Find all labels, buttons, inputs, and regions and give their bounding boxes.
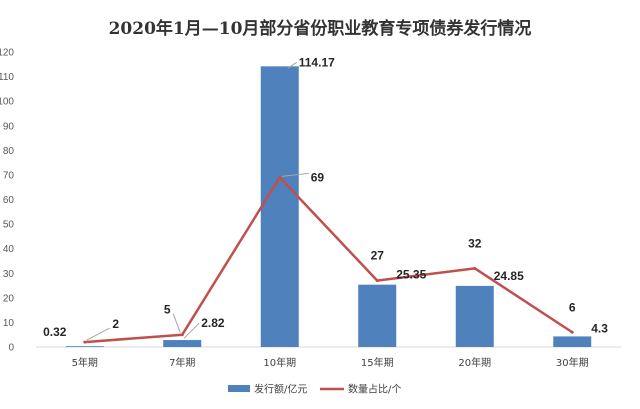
y-tick-label-4: 40 [3, 244, 15, 255]
line-label-leader-0 [86, 327, 110, 341]
axis-layer: 0 10 20 30 40 50 60 70 80 90 100 110 120 5年期 7年期 10年期 15… [0, 48, 621, 369]
legend-label-line: 数量占比/个 [348, 383, 401, 396]
line-point-0 [83, 340, 87, 344]
y-tick-label-2: 20 [3, 293, 15, 304]
line-point-4 [473, 266, 477, 270]
line-data-label-5: 6 [569, 300, 576, 314]
label-layer: 0.32 2.82 114.17 25.35 24.85 4.3 2 5 69 27 32 6 [43, 55, 608, 341]
bar-4 [455, 285, 494, 347]
bar-label-leader-1 [183, 322, 200, 339]
chart-title: 2020年1月—10月部分省份职业教育专项债券发行情况 [108, 19, 532, 39]
line-data-label-0: 2 [112, 317, 119, 331]
x-tick-label-3: 15年期 [361, 356, 394, 369]
bar-data-label-1: 2.82 [201, 316, 225, 330]
x-tick-label-1: 7年期 [169, 356, 195, 369]
x-tick-label-0: 5年期 [72, 356, 98, 369]
y-tick-label-8: 80 [3, 146, 15, 157]
x-tick-label-4: 20年期 [458, 356, 491, 369]
line-label-leader-1 [172, 313, 181, 333]
bar-0 [65, 346, 104, 348]
bar-data-label-3: 25.35 [396, 268, 426, 282]
bar-label-leader-2 [287, 61, 298, 69]
bar-data-label-2: 114.17 [299, 55, 335, 69]
bar-2 [260, 66, 299, 347]
line-data-label-4: 32 [468, 236, 482, 250]
y-tick-label-11: 110 [0, 72, 14, 83]
bar-layer [65, 66, 592, 348]
bar-data-label-5: 4.3 [591, 321, 608, 335]
legend-swatch-bar [228, 385, 250, 392]
line-series-path [84, 176, 573, 344]
y-tick-label-10: 100 [0, 97, 14, 108]
legend-layer: 发行额/亿元 数量占比/个 [228, 383, 401, 396]
x-tick-label-2: 10年期 [263, 356, 296, 369]
x-tick-label-5: 30年期 [556, 356, 589, 369]
line-point-1 [180, 333, 184, 337]
line-data-label-1: 5 [164, 303, 171, 317]
line-data-label-2: 69 [311, 170, 325, 184]
bar-data-label-4: 24.85 [494, 269, 524, 283]
y-tick-label-9: 90 [3, 121, 15, 132]
line-point-3 [375, 279, 379, 283]
line-point-2 [278, 175, 282, 179]
y-tick-label-6: 60 [3, 195, 15, 206]
y-tick-label-7: 70 [3, 170, 15, 181]
y-tick-label-1: 10 [3, 318, 15, 329]
y-tick-label-0: 0 [8, 343, 14, 354]
line-point-5 [570, 330, 574, 334]
bar-5 [553, 336, 592, 347]
y-tick-label-5: 50 [3, 220, 15, 231]
bar-data-label-0: 0.32 [43, 325, 67, 339]
y-tick-label-3: 30 [3, 269, 15, 280]
bar-1 [163, 340, 202, 347]
line-layer [83, 175, 574, 344]
bar-3 [358, 284, 397, 347]
legend-label-bar: 发行额/亿元 [254, 383, 307, 396]
line-data-label-3: 27 [371, 249, 385, 263]
y-tick-label-12: 120 [0, 48, 14, 59]
line-label-leader-2 [281, 172, 309, 177]
